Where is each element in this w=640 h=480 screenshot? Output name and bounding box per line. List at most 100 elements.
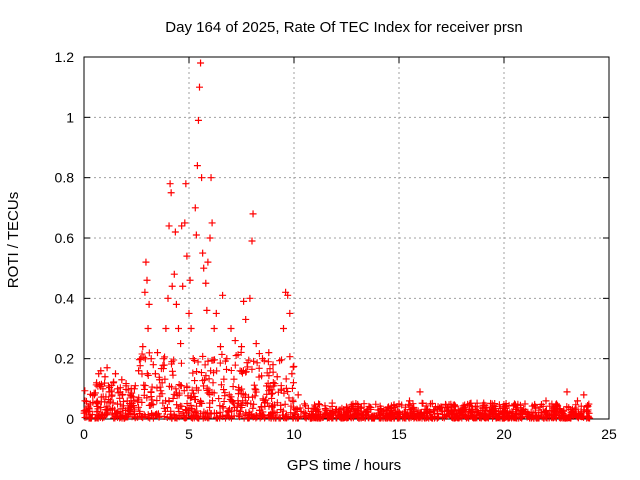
data-point (96, 411, 104, 419)
data-point (238, 343, 245, 351)
data-point (473, 399, 481, 407)
data-point (171, 228, 179, 236)
data-point (229, 383, 237, 391)
data-point (580, 391, 588, 399)
data-point (172, 300, 180, 308)
data-point (170, 390, 178, 398)
data-point (233, 406, 241, 414)
data-point (343, 407, 351, 415)
data-point (213, 367, 221, 375)
data-point (138, 350, 146, 358)
data-point (119, 390, 127, 398)
dense-band (80, 348, 594, 422)
data-point (216, 408, 224, 416)
data-point (207, 410, 215, 418)
x-tick-label: 5 (185, 426, 193, 442)
data-point (114, 400, 122, 408)
data-point (276, 357, 284, 365)
data-point (177, 412, 185, 420)
data-point (191, 393, 199, 401)
data-point (580, 406, 588, 414)
data-point (100, 413, 108, 421)
data-point (161, 353, 169, 361)
data-point (160, 412, 168, 420)
data-point (572, 401, 580, 409)
data-point (149, 361, 157, 369)
data-point (258, 413, 266, 421)
data-point (94, 407, 102, 415)
data-point (265, 402, 273, 410)
data-point (493, 412, 501, 420)
data-point (212, 414, 220, 422)
data-point (165, 382, 173, 390)
data-point (238, 403, 246, 411)
data-point (112, 370, 119, 378)
data-point (473, 408, 481, 416)
data-point (406, 406, 414, 414)
data-point (290, 362, 298, 370)
data-point (138, 398, 146, 406)
data-point (574, 397, 581, 405)
data-point (201, 361, 209, 369)
data-point (163, 413, 171, 421)
data-point (222, 414, 230, 422)
data-point (421, 414, 429, 422)
data-point (185, 404, 193, 412)
data-point (157, 365, 165, 373)
data-point (105, 382, 113, 390)
data-point (460, 403, 468, 411)
data-point (134, 396, 142, 404)
data-point (524, 412, 532, 420)
data-point (302, 409, 310, 417)
data-point (202, 372, 210, 380)
data-point (377, 405, 385, 413)
data-point (535, 413, 543, 421)
data-point (289, 396, 297, 404)
data-point (345, 406, 353, 414)
data-point (170, 270, 178, 278)
data-point (355, 414, 363, 422)
data-point (89, 392, 97, 400)
data-point (92, 381, 100, 389)
data-point (348, 402, 356, 410)
data-point (210, 389, 218, 397)
data-point (157, 387, 165, 395)
data-point (136, 362, 144, 370)
data-point (142, 258, 150, 266)
data-point (291, 406, 299, 414)
data-point (442, 400, 450, 408)
data-point (273, 373, 281, 381)
data-point (563, 388, 571, 396)
data-point (326, 407, 334, 415)
data-point (405, 400, 413, 408)
data-point (199, 249, 207, 257)
data-point (167, 189, 175, 197)
data-point (93, 402, 101, 410)
data-point (241, 391, 249, 399)
data-point (101, 406, 109, 414)
data-point (184, 392, 192, 400)
data-point (570, 411, 578, 419)
data-point (231, 361, 239, 369)
data-point (195, 414, 203, 422)
data-point (189, 389, 197, 397)
x-axis-label: GPS time / hours (287, 457, 401, 474)
data-point (269, 389, 277, 397)
data-point (360, 400, 368, 408)
data-point (163, 404, 171, 412)
data-point (147, 393, 155, 401)
data-point (197, 369, 205, 377)
data-point (175, 391, 183, 399)
data-point (500, 400, 508, 408)
data-point (97, 403, 105, 411)
data-point (116, 408, 124, 416)
data-point (198, 174, 206, 182)
data-point (173, 401, 181, 409)
data-point (390, 403, 398, 411)
data-point (409, 400, 417, 408)
data-point (550, 414, 558, 422)
data-point (191, 377, 199, 385)
data-point (240, 297, 248, 305)
data-point (543, 410, 551, 418)
data-point (199, 352, 207, 360)
